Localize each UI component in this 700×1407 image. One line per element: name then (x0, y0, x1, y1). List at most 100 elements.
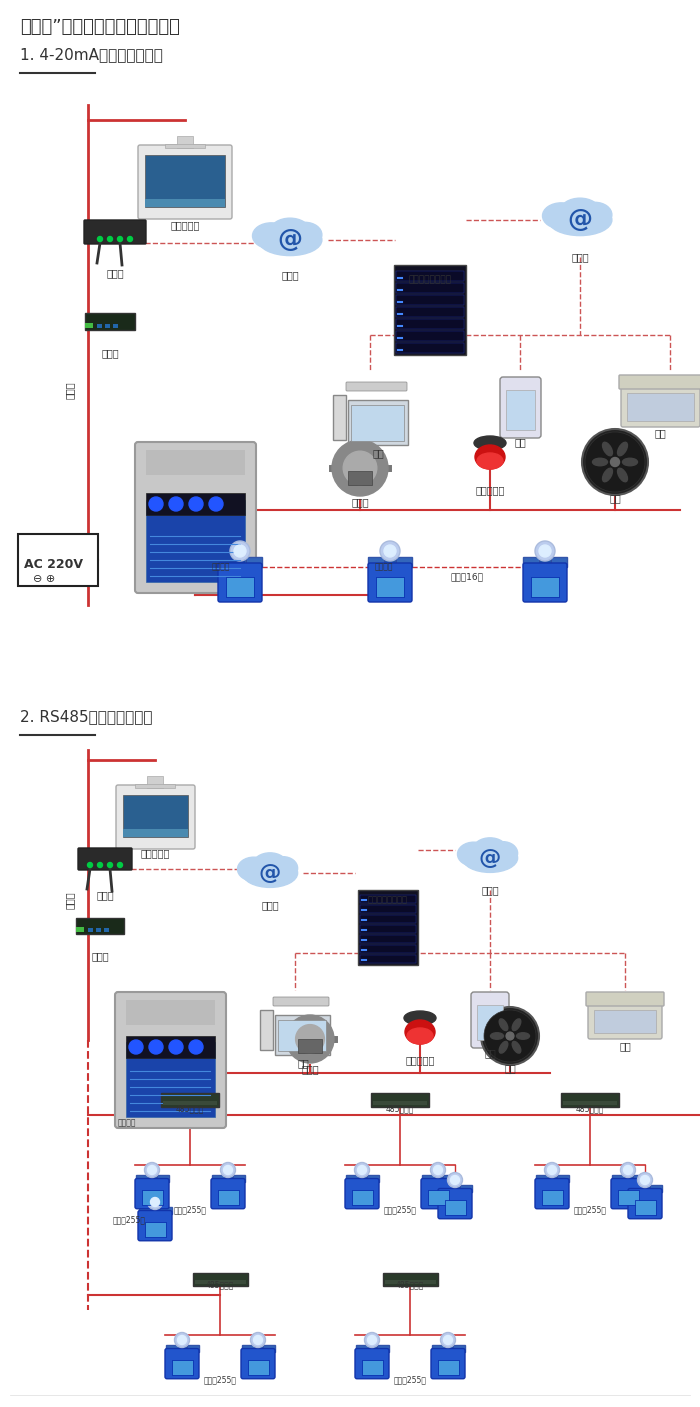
Bar (421, 1175, 454, 1182)
Bar (383, 1273, 438, 1286)
Ellipse shape (404, 1012, 436, 1026)
Text: 互联网: 互联网 (571, 252, 589, 262)
Ellipse shape (477, 453, 503, 469)
Ellipse shape (512, 1041, 521, 1052)
Text: 互联网: 互联网 (281, 270, 299, 280)
Bar (76, 927, 84, 931)
Text: 2. RS485信号连接系统图: 2. RS485信号连接系统图 (20, 709, 153, 725)
Text: 可连接16个: 可连接16个 (451, 573, 484, 581)
Text: ⊖ ⊕: ⊖ ⊕ (33, 574, 55, 584)
Bar (275, 1014, 330, 1055)
Bar (18, 535, 98, 585)
FancyBboxPatch shape (621, 386, 700, 426)
Circle shape (178, 1335, 186, 1345)
Text: 手机: 手机 (514, 438, 526, 447)
Circle shape (368, 1335, 377, 1345)
Circle shape (547, 1165, 556, 1175)
Bar (144, 1221, 165, 1237)
Bar (146, 499, 245, 582)
Bar (123, 795, 188, 837)
Bar (438, 1185, 472, 1192)
Bar (172, 1359, 193, 1375)
FancyBboxPatch shape (438, 1189, 472, 1218)
FancyBboxPatch shape (586, 992, 664, 1006)
Text: AC 220V: AC 220V (24, 557, 83, 570)
Bar (163, 1102, 217, 1104)
Text: 安哈尔网络服务器: 安哈尔网络服务器 (368, 895, 408, 905)
Text: 路由器: 路由器 (106, 267, 124, 279)
Ellipse shape (288, 222, 322, 248)
Bar (248, 1359, 269, 1375)
Circle shape (234, 545, 246, 557)
Bar (223, 1173, 232, 1179)
Ellipse shape (499, 1041, 508, 1052)
Text: 终端: 终端 (619, 1041, 631, 1051)
Circle shape (230, 542, 250, 561)
Bar (126, 1043, 215, 1117)
Bar (617, 1189, 638, 1204)
Circle shape (545, 1162, 559, 1178)
Bar (396, 272, 464, 281)
FancyBboxPatch shape (135, 442, 256, 592)
Circle shape (343, 452, 377, 485)
Text: 互联网: 互联网 (261, 900, 279, 910)
Ellipse shape (617, 442, 627, 456)
Bar (88, 929, 93, 931)
Circle shape (535, 542, 555, 561)
Circle shape (638, 1172, 652, 1188)
Text: @: @ (277, 228, 302, 252)
Bar (126, 1036, 215, 1058)
Text: 信号输出: 信号输出 (118, 1119, 136, 1127)
Circle shape (144, 1162, 160, 1178)
Bar (428, 1189, 449, 1204)
Bar (368, 557, 412, 567)
Text: 1. 4-20mA信号连接系统图: 1. 4-20mA信号连接系统图 (20, 48, 163, 62)
Circle shape (582, 429, 648, 495)
Bar (113, 324, 118, 328)
Bar (76, 917, 124, 934)
Circle shape (440, 1332, 456, 1348)
Circle shape (506, 1033, 514, 1040)
FancyBboxPatch shape (588, 1002, 662, 1038)
FancyBboxPatch shape (345, 1179, 379, 1209)
Circle shape (127, 236, 132, 242)
Bar (385, 1280, 436, 1285)
Circle shape (209, 497, 223, 511)
Circle shape (220, 1162, 235, 1178)
Text: 单机版电脑: 单机版电脑 (140, 848, 169, 858)
Bar (211, 1175, 244, 1182)
Ellipse shape (561, 198, 599, 224)
Bar (394, 265, 466, 355)
Text: 485中继器: 485中继器 (176, 1104, 204, 1113)
Circle shape (169, 497, 183, 511)
Text: 安哈尔网络服务器: 安哈尔网络服务器 (409, 276, 452, 284)
FancyBboxPatch shape (500, 377, 541, 438)
Bar (218, 1189, 239, 1204)
Ellipse shape (253, 222, 290, 249)
Bar (234, 554, 246, 563)
Bar (104, 929, 109, 931)
FancyBboxPatch shape (431, 1348, 465, 1379)
Bar (141, 1189, 162, 1204)
Bar (368, 1344, 377, 1349)
Bar (561, 1093, 619, 1107)
Circle shape (251, 1332, 265, 1348)
Circle shape (97, 862, 102, 868)
Circle shape (354, 1162, 370, 1178)
Bar (396, 295, 464, 305)
Bar (594, 1010, 656, 1033)
Circle shape (384, 545, 396, 557)
Bar (85, 312, 135, 331)
Ellipse shape (258, 224, 322, 256)
Text: 可连接255台: 可连接255台 (393, 1376, 426, 1384)
Bar (360, 936, 416, 943)
Bar (139, 1206, 172, 1214)
Circle shape (253, 1335, 262, 1345)
Circle shape (433, 1165, 442, 1175)
FancyBboxPatch shape (78, 848, 132, 870)
Text: 声光报警器: 声光报警器 (405, 1055, 435, 1065)
Bar (135, 784, 175, 788)
Text: 485中继器: 485中继器 (386, 1104, 414, 1113)
Circle shape (640, 1175, 650, 1185)
Bar (145, 198, 225, 207)
